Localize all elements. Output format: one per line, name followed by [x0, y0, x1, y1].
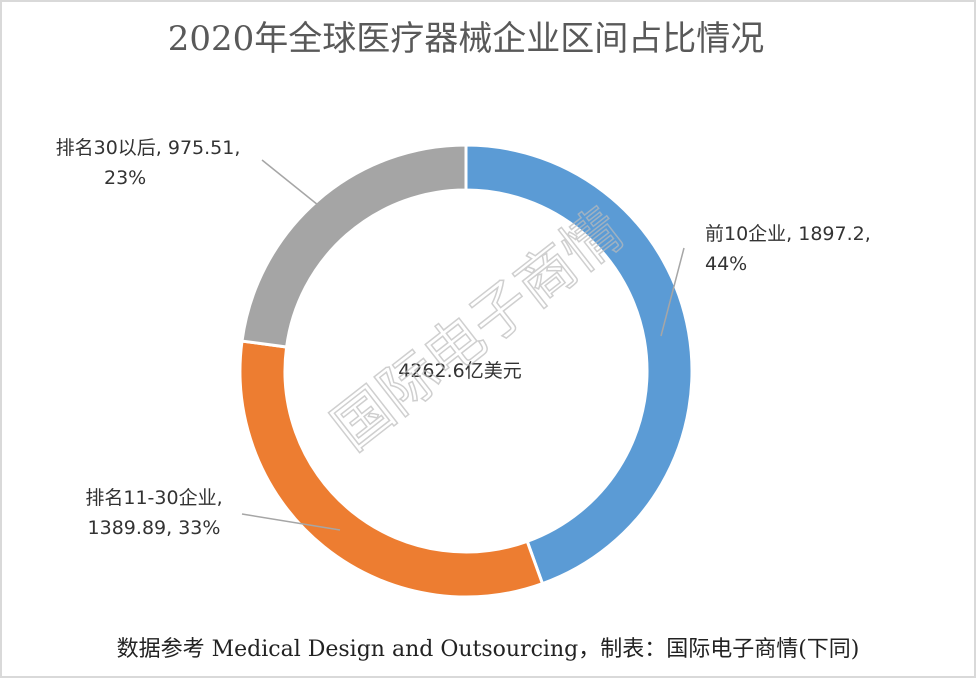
data-label: 44%: [705, 253, 747, 275]
chart-title: 2020年全球医疗器械企业区间占比情况: [168, 19, 765, 59]
data-label: 排名11-30企业,: [85, 487, 222, 509]
source-note: 数据参考 Medical Design and Outsourcing，制表：国…: [117, 637, 860, 662]
leader-lines: [241, 159, 685, 531]
slice: [240, 143, 468, 349]
leader-line: [261, 159, 319, 206]
slice: [464, 143, 694, 586]
data-label: 23%: [104, 167, 146, 189]
center-label: 4262.6亿美元: [398, 360, 521, 382]
data-label: 前10企业, 1897.2,: [705, 223, 871, 245]
leader-line: [660, 247, 685, 337]
slices: [238, 143, 694, 599]
data-label: 1389.89, 33%: [88, 517, 221, 539]
data-label: 排名30以后, 975.51,: [56, 137, 241, 159]
leader-line: [241, 513, 341, 531]
